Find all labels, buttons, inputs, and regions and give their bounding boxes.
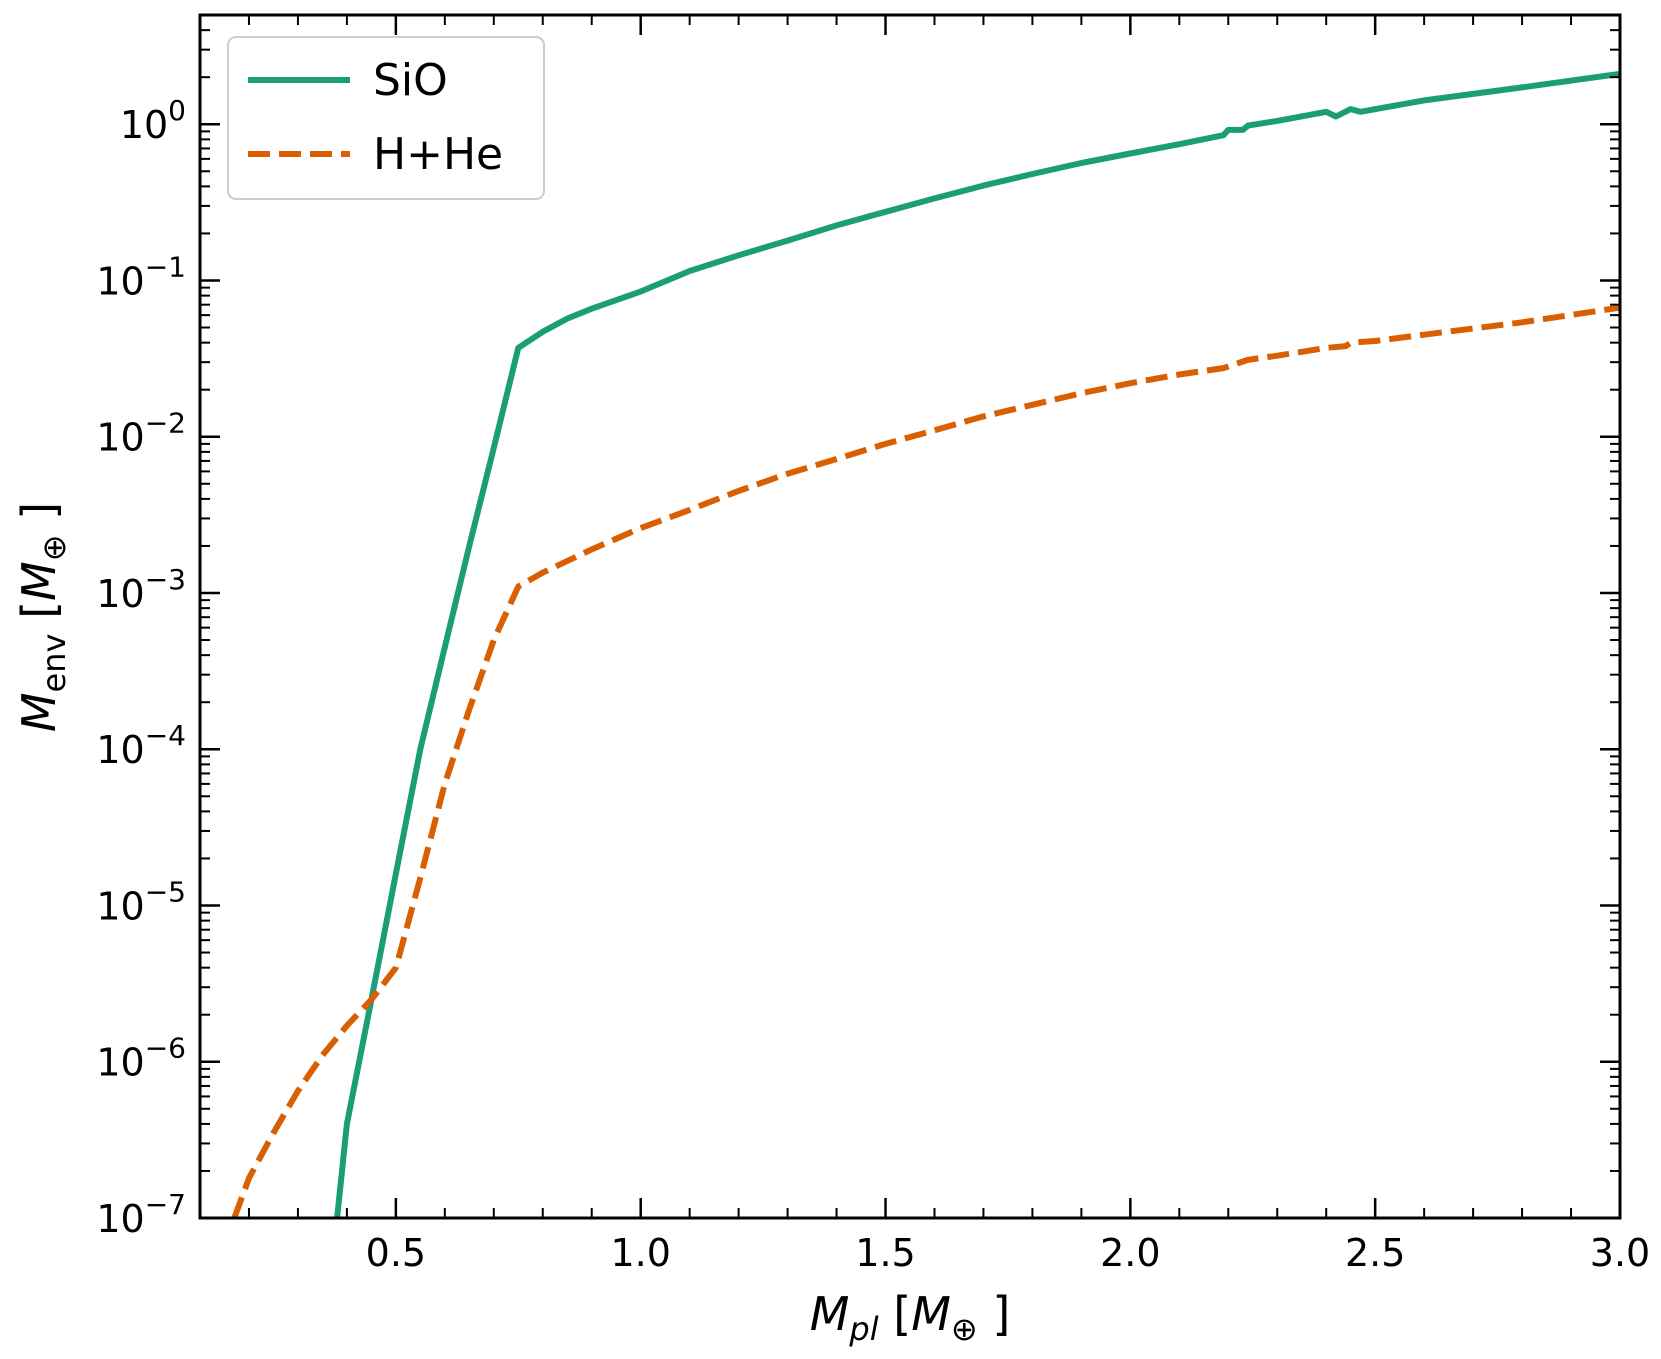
x-tick-label: 1.0 [610,1231,670,1275]
y-tick-label: 10−2 [96,407,186,460]
x-tick-label: 2.5 [1345,1231,1405,1275]
series-layer [231,70,1620,1218]
y-tick-label: 100 [120,94,186,147]
y-tick-label: 10−5 [96,875,186,928]
series-line-sio [334,70,1620,1218]
y-tick-label: 10−6 [96,1032,186,1085]
legend: SiO H+He [227,36,545,200]
y-tick-label: 10−4 [96,719,186,772]
plot-frame [198,13,1622,1220]
x-axis-label: Mpl [M⊕ ] [810,1287,1011,1348]
x-tick-label: 2.0 [1100,1231,1160,1275]
y-tick-label: 10−3 [96,563,186,616]
x-tick-label: 1.5 [855,1231,915,1275]
x-tick-label: 3.0 [1590,1231,1650,1275]
y-axis-label: Menv [M⊕ ] [12,502,73,732]
series-line-hhe [231,304,1620,1218]
tick-label-layer: 0.5 1.0 1.5 2.0 2.5 3.0 10−7 10−6 10−5 10−4 10−3 10… [96,94,1650,1275]
x-tick-label: 0.5 [366,1231,426,1275]
y-tick-label: 10−7 [96,1188,186,1241]
plot-area [198,13,1622,1220]
legend-label-sio: SiO [373,55,448,106]
legend-label-hhe: H+He [373,129,503,180]
y-tick-label: 10−1 [96,250,186,303]
